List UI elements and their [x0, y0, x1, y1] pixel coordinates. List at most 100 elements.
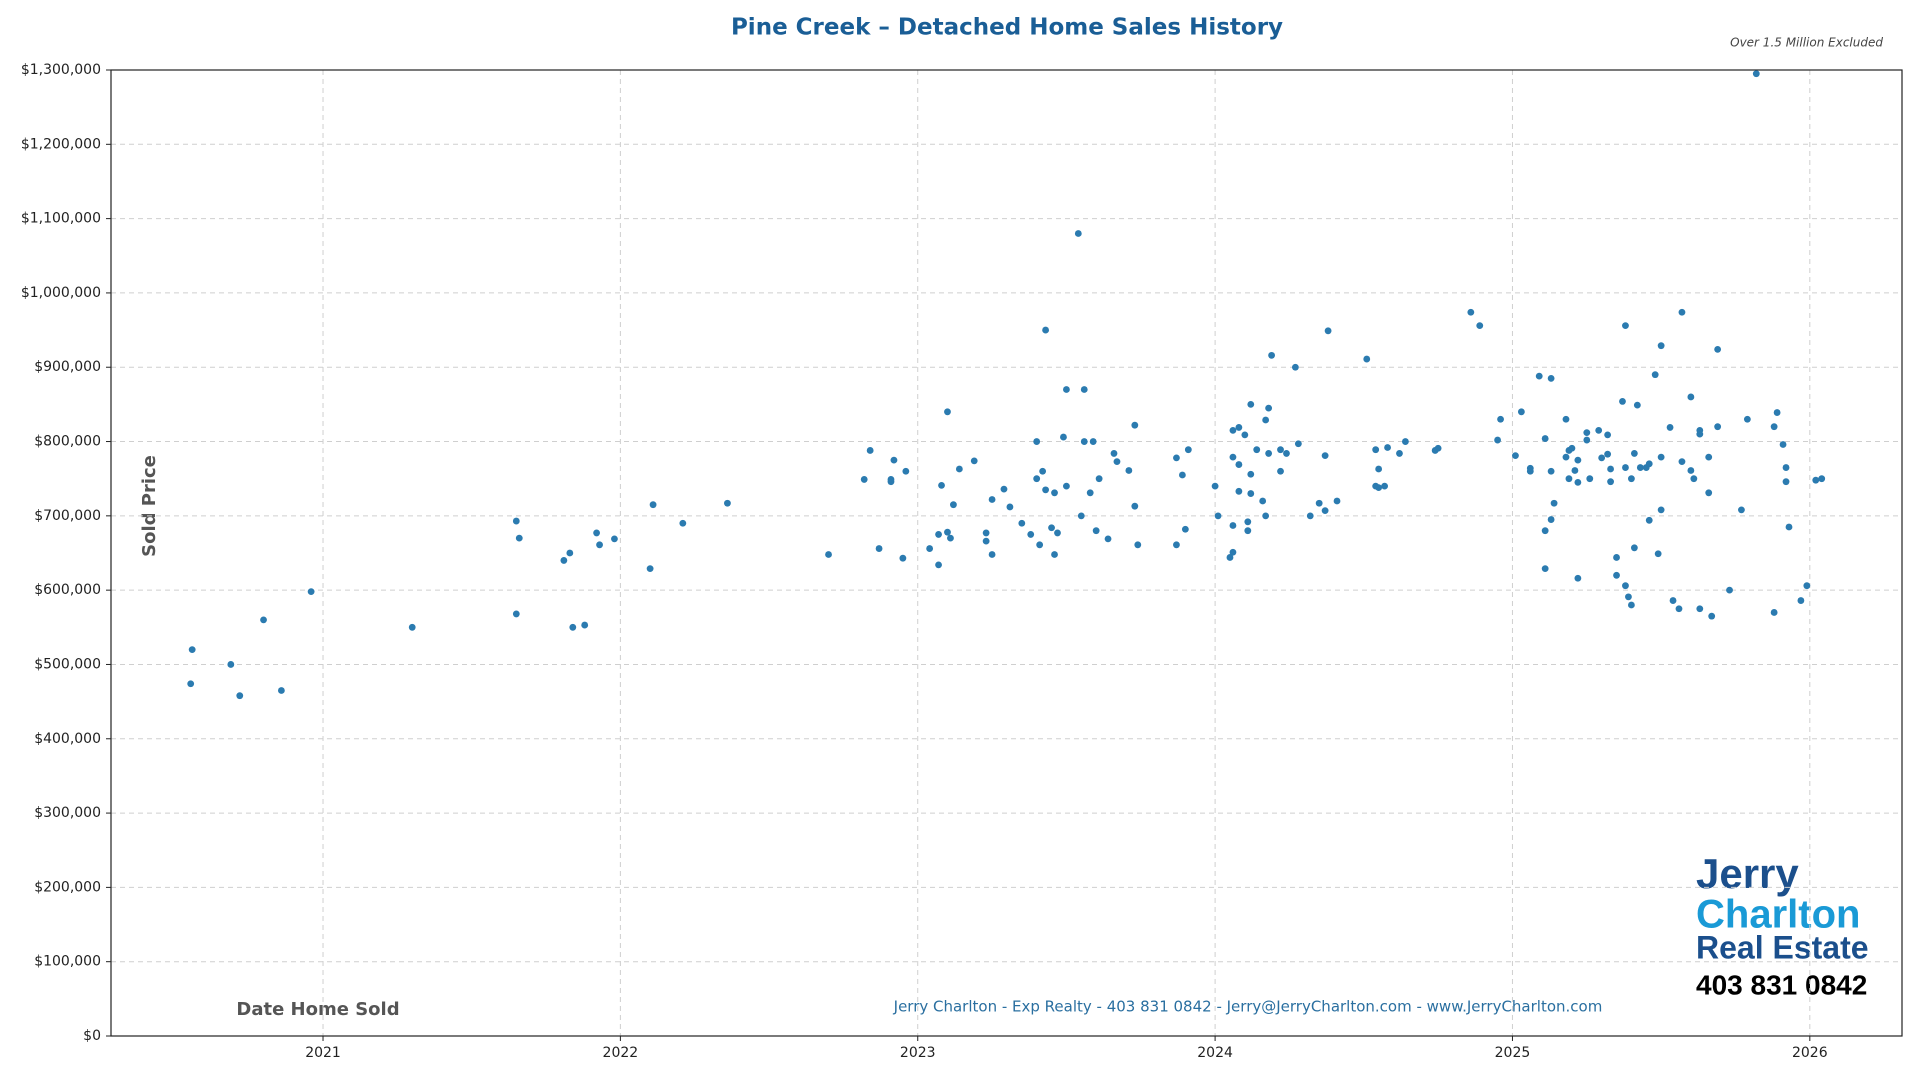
point [1785, 523, 1793, 531]
y-tick-label: $1,300,000 [21, 62, 101, 78]
x-tick-label: 2021 [305, 1045, 341, 1061]
y-tick-label: $800,000 [34, 434, 101, 450]
point [1574, 456, 1582, 464]
point [1630, 450, 1638, 457]
point [1622, 464, 1629, 471]
point [1598, 454, 1606, 462]
point [1541, 565, 1549, 573]
point [1773, 409, 1781, 416]
point [875, 545, 883, 552]
point [1277, 446, 1284, 454]
point [1494, 436, 1501, 444]
point [1687, 393, 1695, 401]
point [947, 534, 954, 542]
point [1033, 438, 1041, 445]
point [1080, 438, 1088, 445]
point [1654, 550, 1662, 558]
point [646, 565, 654, 573]
y-tick-label: $600,000 [34, 582, 101, 598]
point [1574, 479, 1582, 486]
point [970, 457, 978, 465]
point [512, 517, 520, 525]
point [1467, 308, 1475, 316]
point [1229, 426, 1237, 434]
point [581, 621, 589, 629]
point [307, 588, 315, 596]
point [1131, 502, 1139, 510]
point [1541, 527, 1549, 535]
point [1384, 444, 1391, 451]
point [1541, 435, 1549, 442]
point [1033, 475, 1041, 483]
point [611, 535, 618, 543]
point [1134, 541, 1142, 549]
point [899, 554, 907, 562]
point [277, 687, 285, 694]
logo-line: Jerry [1696, 850, 1799, 897]
point [1086, 489, 1094, 497]
point [944, 408, 951, 416]
point [1752, 70, 1760, 78]
point [1253, 446, 1261, 454]
point [1770, 609, 1778, 616]
point [1235, 487, 1243, 495]
point [1547, 374, 1555, 382]
point [1178, 471, 1186, 479]
point [408, 623, 416, 631]
logo-line: 403 831 0842 [1696, 969, 1867, 1000]
point [887, 478, 895, 486]
point [1092, 527, 1100, 535]
point [988, 496, 996, 503]
point [1277, 467, 1284, 475]
point [1244, 518, 1252, 526]
point [1051, 551, 1058, 558]
point [1381, 482, 1388, 490]
point [1265, 450, 1273, 457]
point [1633, 401, 1641, 409]
point [1613, 554, 1620, 561]
y-tick-label: $200,000 [34, 879, 101, 895]
point [1738, 506, 1745, 514]
point [724, 499, 731, 507]
point [1770, 423, 1778, 431]
point [1779, 441, 1787, 448]
point [1291, 363, 1299, 371]
point [1027, 531, 1035, 538]
point [1583, 436, 1591, 444]
point [938, 481, 945, 489]
point [1434, 444, 1442, 452]
logo-box [1684, 832, 1886, 1008]
y-tick-label: $300,000 [34, 805, 101, 821]
point [1571, 467, 1579, 474]
point [1080, 386, 1088, 393]
point [1006, 503, 1014, 511]
point [1622, 322, 1629, 330]
point [1705, 489, 1713, 497]
point [955, 465, 963, 473]
point [1036, 541, 1044, 549]
point [1526, 467, 1534, 475]
point [1244, 527, 1252, 535]
point [1283, 450, 1290, 457]
point [1657, 506, 1665, 514]
point [1657, 342, 1665, 350]
point [1625, 593, 1632, 601]
y-tick-label: $100,000 [34, 954, 101, 970]
x-tick-label: 2024 [1197, 1045, 1233, 1061]
y-tick-label: $1,200,000 [21, 136, 101, 152]
point [1089, 438, 1097, 445]
point [988, 551, 996, 558]
point [1063, 386, 1070, 393]
chart-subtitle: Over 1.5 Million Excluded [1730, 36, 1883, 50]
point [1131, 421, 1139, 429]
footer: Jerry Charlton - Exp Realty - 403 831 08… [893, 998, 1603, 1016]
point [1705, 453, 1713, 461]
point [593, 529, 600, 537]
point [825, 551, 832, 558]
point [860, 476, 868, 483]
point [1259, 497, 1267, 505]
point [1247, 490, 1255, 497]
point [1669, 597, 1677, 604]
point [1678, 308, 1686, 316]
point [1324, 327, 1332, 335]
